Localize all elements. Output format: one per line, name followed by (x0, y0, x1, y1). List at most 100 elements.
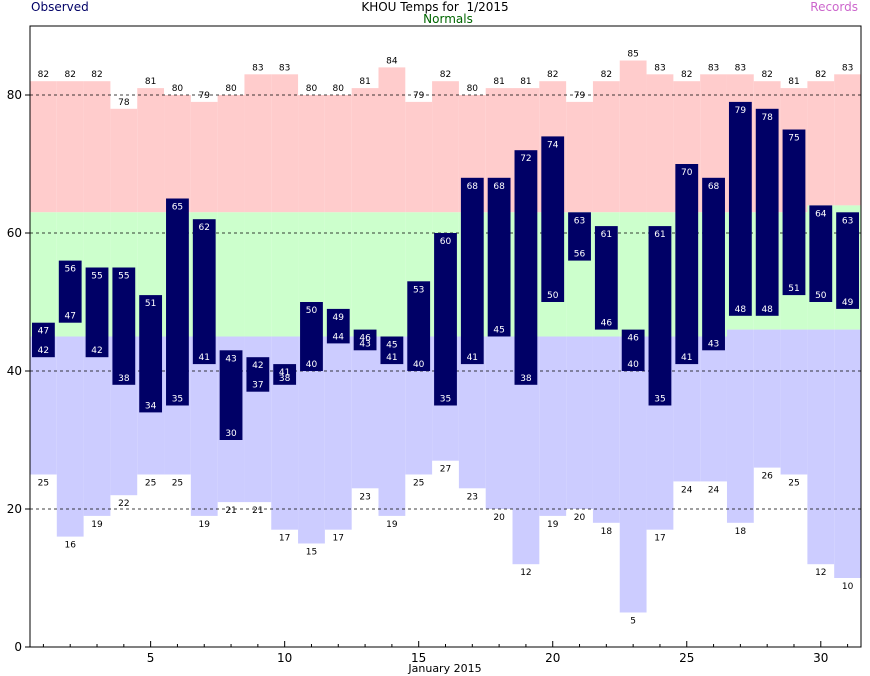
record-low-band-day-26 (700, 336, 727, 482)
record-low-label-day-22: 18 (601, 527, 613, 537)
observed-high-label-day-15: 53 (413, 285, 424, 295)
observed-bar-day-22 (594, 226, 618, 330)
observed-high-label-day-23: 46 (627, 334, 639, 344)
record-low-label-day-14: 19 (386, 520, 398, 530)
record-low-label-day-20: 19 (547, 520, 559, 530)
record-low-band-day-18 (485, 336, 513, 509)
record-low-label-day-24: 17 (654, 534, 665, 544)
record-high-label-day-25: 82 (681, 70, 692, 80)
observed-low-label-day-8: 30 (225, 429, 237, 439)
y-tick-label-20: 20 (7, 502, 22, 516)
observed-high-label-day-8: 43 (225, 354, 236, 364)
observed-bar-day-5 (139, 295, 163, 413)
observed-high-label-day-11: 50 (306, 306, 318, 316)
observed-low-label-day-31: 49 (842, 298, 854, 308)
record-low-label-day-31: 10 (842, 582, 854, 592)
observed-bar-day-15 (407, 281, 431, 371)
observed-high-label-day-10: 41 (279, 368, 290, 378)
observed-low-label-day-1: 42 (38, 346, 49, 356)
observed-low-label-day-20: 50 (547, 291, 559, 301)
record-high-label-day-26: 83 (708, 63, 719, 73)
record-low-label-day-18: 20 (493, 513, 505, 523)
y-tick-label-80: 80 (7, 88, 22, 102)
record-high-label-day-27: 83 (735, 63, 746, 73)
record-low-label-day-8: 21 (225, 506, 236, 516)
record-high-label-day-31: 83 (842, 63, 853, 73)
observed-high-label-day-3: 55 (91, 272, 102, 282)
record-high-band-day-8 (217, 95, 245, 213)
x-tick-label-25: 25 (679, 651, 694, 665)
record-low-label-day-1: 25 (38, 479, 49, 489)
observed-high-label-day-29: 75 (788, 134, 799, 144)
record-low-label-day-29: 25 (788, 479, 799, 489)
record-low-label-day-16: 27 (440, 465, 451, 475)
observed-bar-day-7 (192, 219, 216, 365)
record-high-label-day-9: 83 (252, 63, 263, 73)
record-low-label-day-3: 19 (91, 520, 103, 530)
record-low-label-day-7: 19 (199, 520, 211, 530)
observed-low-label-day-19: 38 (520, 374, 532, 384)
observed-bar-day-27 (728, 101, 752, 316)
observed-high-label-day-24: 61 (654, 230, 665, 240)
observed-bar-day-24 (648, 226, 672, 406)
record-high-band-day-12 (324, 95, 352, 213)
observed-low-label-day-26: 43 (708, 339, 719, 349)
observed-low-label-day-3: 42 (91, 346, 102, 356)
record-high-label-day-8: 80 (225, 84, 237, 94)
record-low-band-day-28 (753, 329, 781, 468)
record-low-label-day-6: 25 (172, 479, 183, 489)
observed-bar-day-16 (434, 233, 457, 406)
observed-high-label-day-25: 70 (681, 168, 693, 178)
observed-low-label-day-7: 41 (199, 353, 210, 363)
observed-low-label-day-18: 45 (493, 326, 504, 336)
observed-low-label-day-17: 41 (467, 353, 478, 363)
observed-low-label-day-9: 37 (252, 381, 263, 391)
observed-bar-day-30 (809, 205, 833, 302)
record-low-band-day-13 (351, 336, 379, 489)
observed-bar-day-19 (514, 150, 538, 385)
observed-high-label-day-4: 55 (118, 272, 129, 282)
record-low-band-day-14 (378, 336, 406, 516)
record-low-band-day-29 (780, 329, 808, 475)
record-high-band-day-2 (56, 81, 84, 213)
record-high-band-day-24 (646, 74, 674, 213)
record-high-band-day-11 (298, 95, 325, 213)
record-low-label-day-5: 25 (145, 479, 156, 489)
record-low-label-day-9: 21 (252, 506, 263, 516)
observed-high-label-day-1: 47 (38, 327, 49, 337)
observed-low-label-day-21: 56 (574, 250, 586, 260)
observed-bar-day-29 (782, 129, 806, 296)
observed-high-label-day-5: 51 (145, 299, 156, 309)
record-high-label-day-17: 80 (467, 84, 479, 94)
record-high-label-day-30: 82 (815, 70, 826, 80)
record-low-label-day-25: 24 (681, 485, 693, 495)
y-tick-label-40: 40 (7, 364, 22, 378)
observed-low-label-day-2: 47 (64, 312, 75, 322)
record-high-label-day-22: 82 (601, 70, 612, 80)
observed-low-label-day-29: 51 (788, 284, 799, 294)
observed-high-label-day-21: 63 (574, 216, 585, 226)
record-low-label-day-21: 20 (574, 513, 586, 523)
record-high-band-day-21 (566, 101, 593, 213)
observed-high-label-day-19: 72 (520, 154, 531, 164)
observed-low-label-day-22: 46 (601, 319, 613, 329)
observed-high-label-day-9: 42 (252, 361, 263, 371)
normal-band-day-10 (271, 212, 299, 337)
record-low-band-day-7 (190, 336, 218, 516)
observed-bar-day-26 (702, 177, 725, 351)
record-high-band-day-4 (110, 108, 138, 213)
observed-bar-day-2 (58, 260, 82, 323)
record-high-label-day-24: 83 (654, 63, 665, 73)
record-low-label-day-12: 17 (333, 534, 344, 544)
record-low-band-day-31 (834, 329, 861, 578)
record-low-label-day-2: 16 (64, 541, 76, 551)
observed-bar-day-17 (460, 177, 484, 365)
observed-high-label-day-27: 79 (735, 106, 747, 116)
record-high-label-day-16: 82 (440, 70, 451, 80)
observed-bar-day-31 (836, 212, 859, 309)
record-high-label-day-10: 83 (279, 63, 290, 73)
record-high-band-day-5 (137, 88, 165, 213)
x-tick-label-10: 10 (277, 651, 292, 665)
observed-bar-day-11 (300, 302, 323, 371)
observed-low-label-day-15: 40 (413, 360, 425, 370)
